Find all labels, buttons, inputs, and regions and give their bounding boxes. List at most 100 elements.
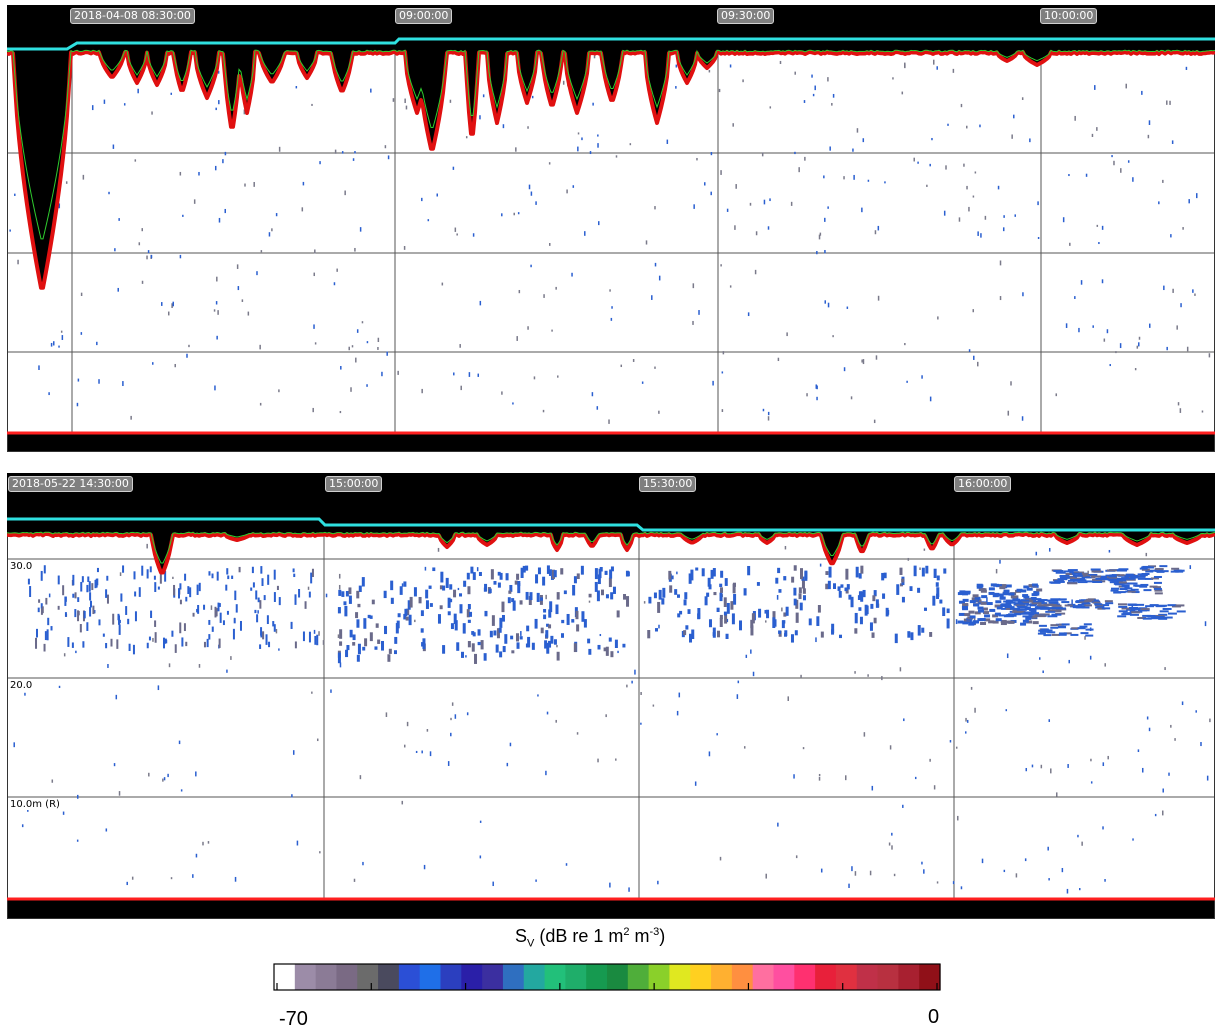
school-echo [255, 590, 258, 600]
school-echo [1067, 569, 1078, 572]
school-echo [388, 648, 392, 654]
target [1048, 548, 1051, 552]
target [21, 824, 24, 828]
school-echo [1037, 632, 1046, 635]
school-echo [483, 653, 487, 661]
school-echo [184, 573, 187, 581]
target [253, 181, 255, 187]
time-label-3: 10:00:00 [1040, 8, 1098, 24]
school-echo [783, 576, 787, 581]
school-echo [571, 619, 575, 623]
target [1174, 738, 1176, 741]
school-echo [689, 633, 693, 643]
school-echo [793, 587, 797, 596]
target [162, 778, 164, 782]
school-echo [1079, 601, 1088, 604]
target [577, 132, 580, 135]
school-echo [527, 636, 531, 648]
target [1102, 762, 1105, 767]
school-echo [1003, 589, 1010, 593]
school-echo [622, 643, 626, 648]
target [502, 124, 505, 129]
target [528, 184, 531, 190]
school-echo [825, 583, 829, 590]
school-echo [798, 593, 802, 600]
school-echo [873, 590, 877, 597]
school-echo [1031, 583, 1038, 587]
target [403, 744, 406, 748]
target [853, 174, 855, 180]
school-echo [647, 630, 651, 639]
target [477, 373, 480, 377]
target [1185, 66, 1188, 70]
target [615, 758, 617, 761]
target [437, 547, 440, 552]
school-echo [581, 611, 585, 622]
target [1092, 325, 1094, 328]
school-echo [429, 603, 433, 607]
target [152, 362, 154, 365]
school-echo [478, 571, 482, 576]
target [1162, 179, 1164, 183]
school-echo [837, 586, 841, 591]
school-echo [203, 604, 206, 610]
school-echo [716, 607, 720, 613]
school-echo [1175, 604, 1185, 607]
school-echo [676, 594, 680, 598]
target [863, 732, 866, 737]
target [1101, 279, 1104, 284]
school-echo [1096, 605, 1105, 608]
target [721, 409, 724, 412]
target [76, 402, 79, 407]
school-echo [357, 643, 361, 655]
school-echo [1101, 604, 1110, 607]
target [1098, 242, 1100, 245]
school-echo [946, 608, 950, 614]
target [76, 794, 79, 799]
school-echo [683, 599, 687, 606]
school-echo [1063, 632, 1072, 635]
school-echo [831, 623, 835, 634]
school-echo [314, 635, 317, 645]
target [974, 171, 977, 174]
school-echo [962, 621, 969, 625]
school-echo [605, 594, 609, 599]
school-echo [605, 646, 609, 656]
target [527, 126, 529, 129]
school-echo [46, 629, 49, 641]
school-echo [432, 567, 436, 572]
target [377, 346, 379, 350]
target [761, 152, 764, 157]
school-echo [215, 608, 218, 617]
school-echo [998, 614, 1009, 617]
school-echo [358, 585, 362, 592]
echogram-top[interactable]: 2018-04-08 08:30:00 09:00:00 09:30:00 10… [7, 5, 1215, 452]
school-echo [1046, 599, 1057, 602]
school-echo [1091, 575, 1102, 578]
school-echo [1154, 589, 1163, 592]
target [543, 294, 545, 298]
target [96, 341, 98, 346]
school-echo [459, 604, 463, 614]
school-echo [425, 589, 429, 599]
target [692, 283, 695, 289]
target [1108, 549, 1111, 553]
target [98, 379, 100, 384]
target [421, 388, 423, 394]
target [716, 733, 718, 736]
target [843, 367, 846, 372]
echogram-bottom[interactable]: 2018-05-22 14:30:00 15:00:00 15:30:00 16… [7, 473, 1215, 919]
school-echo [1128, 603, 1138, 606]
school-echo [1091, 570, 1102, 573]
school-echo [708, 619, 712, 628]
target [599, 633, 602, 637]
school-echo [701, 568, 705, 577]
target [676, 571, 678, 575]
school-echo [923, 607, 927, 611]
target [1069, 242, 1071, 246]
school-echo [964, 613, 971, 617]
target [1189, 565, 1192, 570]
school-echo [969, 615, 976, 619]
target [658, 275, 661, 281]
target [314, 342, 317, 345]
